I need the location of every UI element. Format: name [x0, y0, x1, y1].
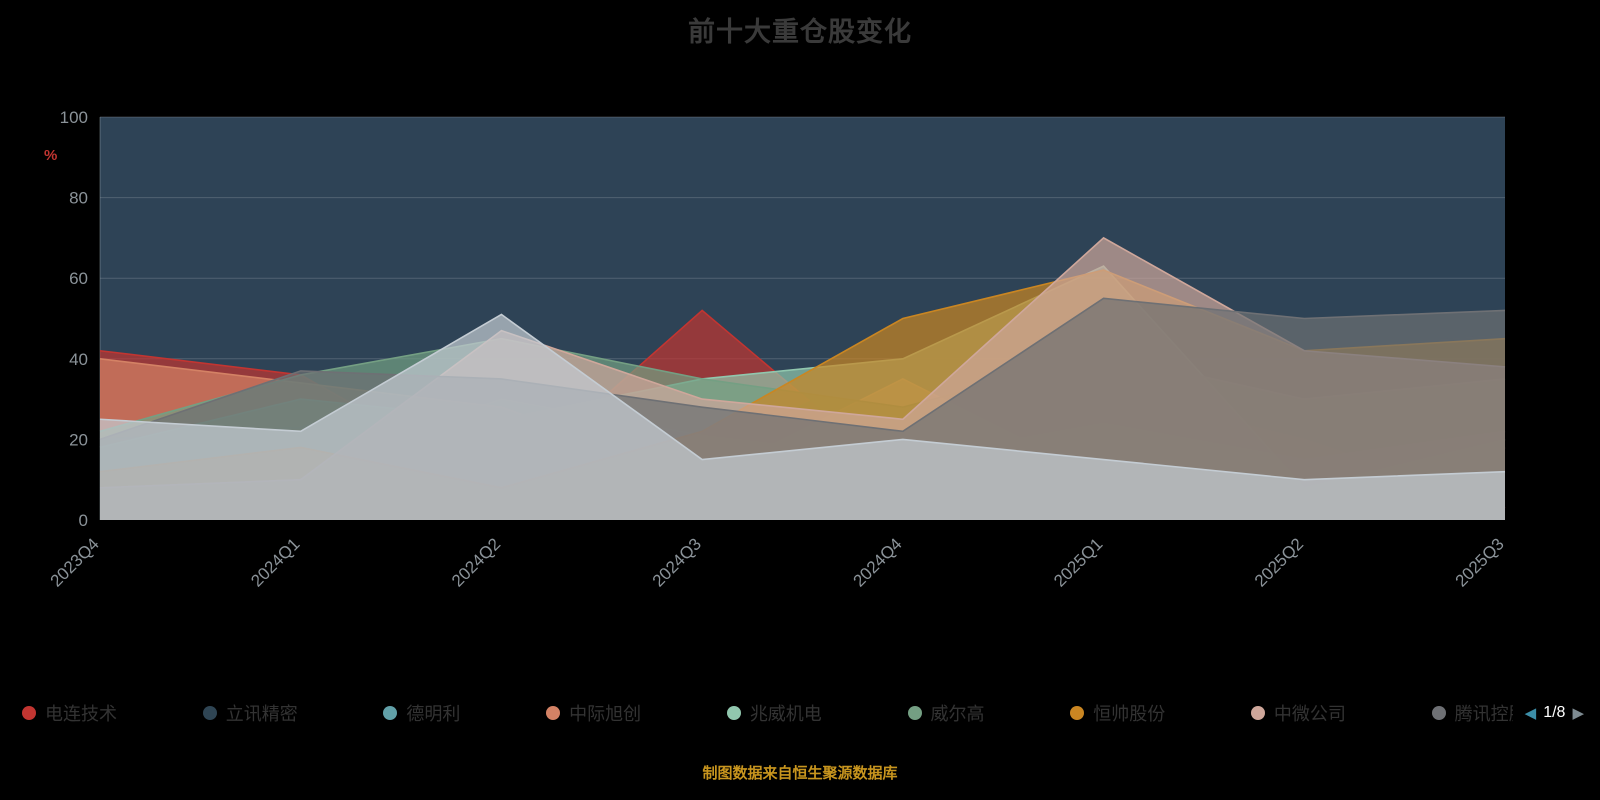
legend-item-label: 恒帅股份 [1093, 704, 1166, 724]
legend-marker-icon [383, 706, 398, 720]
y-axis-tick-label: 80 [69, 189, 88, 208]
legend-bar: 电连技术 立讯精密 德明利 中际旭创 兆威机电 威尔高 恒帅股份 中微公司 腾讯控股 ◀ 1/8… [0, 700, 1600, 726]
legend-marker-icon [202, 706, 217, 720]
legend-item-label: 电连技术 [45, 704, 117, 724]
x-axis-tick-label: 2024Q4 [849, 534, 905, 590]
y-axis-tick-label: 100 [60, 108, 88, 127]
legend-marker-icon [546, 706, 561, 720]
area-series-line-腾讯控股 [99, 297, 1506, 441]
legend-marker-icon [22, 706, 36, 720]
legend-marker-icon [907, 706, 922, 720]
area-series-line-extra [99, 313, 1506, 481]
legend-item-label: 兆威机电 [749, 704, 822, 724]
legend-item-腾讯控股[interactable]: 腾讯控股 [1431, 700, 1513, 726]
legend-page-indicator: 1/8 [1543, 704, 1566, 721]
legend-item-中微公司[interactable]: 中微公司 [1250, 700, 1346, 726]
legend-item-中际旭创[interactable]: 中际旭创 [546, 700, 641, 726]
legend-item-label: 中微公司 [1273, 704, 1346, 724]
legend-items: 电连技术 立讯精密 德明利 中际旭创 兆威机电 威尔高 恒帅股份 中微公司 腾讯控股 [22, 700, 1513, 726]
legend-item-兆威机电[interactable]: 兆威机电 [726, 700, 822, 726]
y-axis-tick-label: 20 [69, 430, 88, 449]
y-axis-tick-label: 40 [69, 350, 88, 369]
x-axis-tick-label: 2023Q4 [47, 534, 103, 590]
source-caption: 制图数据来自恒生聚源数据库 [702, 765, 898, 782]
legend-next-icon[interactable]: ▶ [1572, 704, 1584, 722]
legend-item-label: 腾讯控股 [1454, 704, 1513, 724]
chart-canvas: 0 20 40 60 80 100% 2023Q4 2024Q1 2024Q2 2024Q3 202… [44, 108, 1508, 591]
legend-item-label: 威尔高 [930, 704, 985, 724]
legend-item-label: 德明利 [406, 704, 461, 724]
legend-marker-icon [1250, 706, 1265, 720]
x-axis-tick-label: 2024Q3 [649, 534, 705, 590]
legend-pager: ◀ 1/8 ▶ [1525, 704, 1584, 722]
x-axis-tick-label: 2024Q2 [448, 534, 504, 590]
chart-title: 前十大重仓股变化 [688, 17, 912, 47]
legend-item-恒帅股份[interactable]: 恒帅股份 [1070, 700, 1165, 726]
legend-item-威尔高[interactable]: 威尔高 [907, 700, 985, 726]
legend-item-德明利[interactable]: 德明利 [383, 700, 460, 726]
x-axis-tick-label: 2025Q2 [1251, 534, 1307, 590]
y-axis-unit-label: % [44, 147, 57, 164]
legend-item-label: 中际旭创 [569, 704, 642, 724]
legend-item-label: 立讯精密 [225, 704, 298, 724]
x-axis-tick-label: 2025Q3 [1452, 534, 1508, 590]
legend-prev-icon[interactable]: ◀ [1524, 704, 1537, 722]
legend-item-立讯精密[interactable]: 立讯精密 [202, 700, 298, 726]
legend-marker-icon [726, 706, 741, 720]
legend-item-电连技术[interactable]: 电连技术 [22, 700, 117, 726]
legend-marker-icon [1070, 706, 1085, 720]
y-axis-tick-label: 0 [79, 511, 88, 530]
legend-marker-icon [1431, 706, 1446, 720]
area-series-extra [100, 314, 1505, 520]
x-axis-tick-label: 2025Q1 [1050, 534, 1106, 590]
y-axis-tick-label: 60 [69, 269, 88, 288]
x-axis-tick-label: 2024Q1 [247, 534, 303, 590]
